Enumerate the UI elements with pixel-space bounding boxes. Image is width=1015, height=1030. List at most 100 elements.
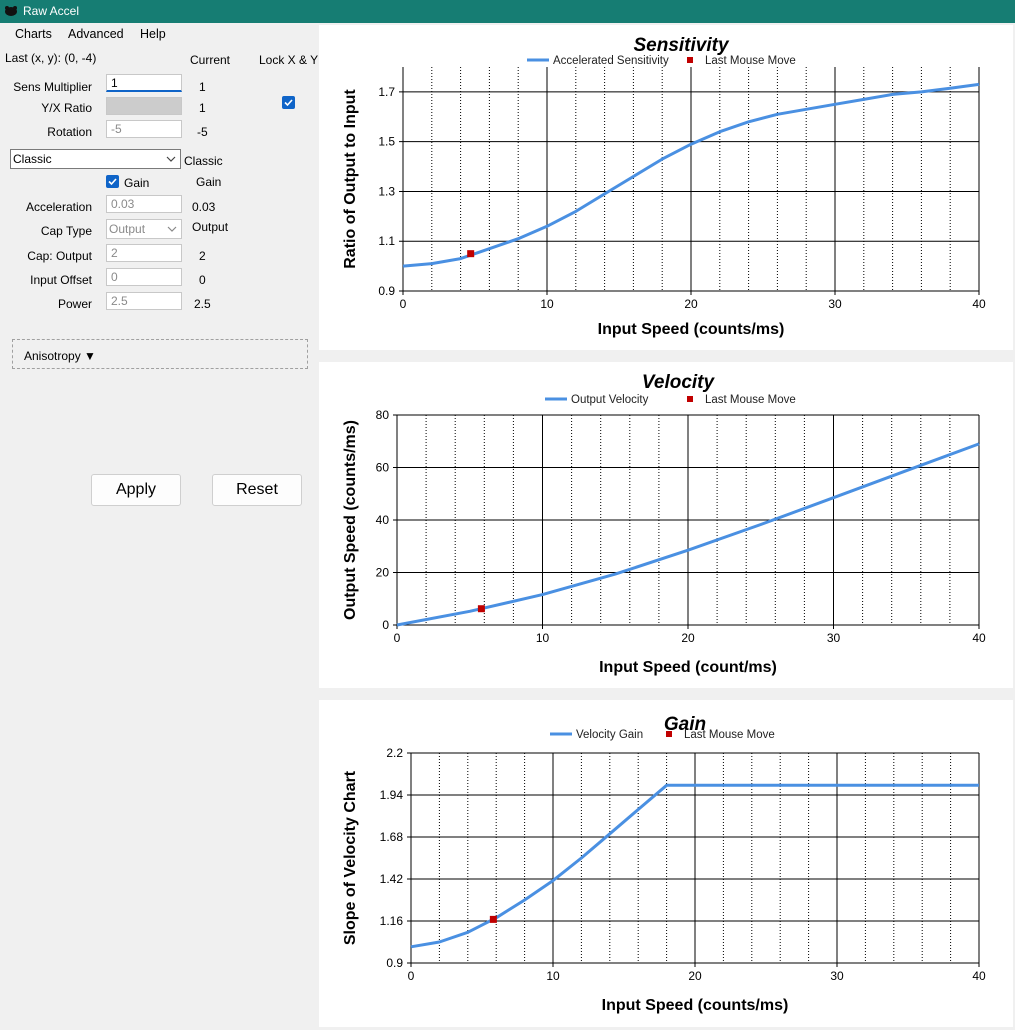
accel-type-current: Classic (184, 154, 223, 168)
chevron-down-icon (166, 156, 176, 162)
acceleration-input[interactable] (106, 195, 182, 213)
anisotropy-toggle[interactable]: Anisotropy ▼ (12, 339, 308, 369)
y-tick-label: 60 (376, 461, 390, 475)
y-tick-label: 0.9 (386, 956, 403, 970)
series-line (410, 783, 979, 949)
acceleration-label: Acceleration (25, 200, 92, 214)
yx-ratio-current: 1 (199, 101, 206, 115)
y-tick-label: 2.2 (386, 746, 403, 760)
x-tick-label: 10 (536, 631, 550, 645)
menu-charts[interactable]: Charts (15, 27, 52, 41)
lock-xy-checkbox[interactable] (282, 96, 295, 109)
x-tick-label: 30 (828, 297, 842, 311)
y-tick-label: 1.68 (380, 830, 404, 844)
sensitivity-chart: Sensitivity Accelerated Sensitivity Last M… (319, 25, 1013, 350)
lock-xy-label: Lock X & Y (259, 53, 319, 67)
y-tick-label: 1.42 (380, 872, 404, 886)
current-column-header: Current (190, 53, 231, 67)
y-tick-label: 80 (376, 408, 390, 422)
y-tick-label: 1.3 (378, 184, 395, 198)
last-mouse-move-point (489, 915, 497, 923)
x-tick-label: 10 (546, 969, 560, 983)
menu-advanced[interactable]: Advanced (68, 27, 124, 41)
input-offset-input[interactable] (106, 268, 182, 286)
x-tick-label: 20 (681, 631, 695, 645)
chart-title: Sensitivity (633, 35, 729, 56)
y-tick-label: 0.9 (378, 284, 395, 298)
velocity-chart: Velocity Output Velocity Last Mouse Move 0 1… (319, 362, 1013, 688)
gain-chart: Gain Velocity Gain Last Mouse Move 0 10 20 30 4… (319, 700, 1013, 1027)
checkmark-icon (108, 178, 117, 186)
x-tick-label: 30 (830, 969, 844, 983)
y-tick-label: 40 (376, 513, 390, 527)
x-tick-label: 40 (972, 631, 986, 645)
legend-marker-label: Last Mouse Move (705, 55, 796, 67)
rotation-label: Rotation (47, 125, 92, 139)
last-mouse-move-point (467, 250, 475, 258)
y-tick-label: 1.5 (378, 135, 395, 149)
menu-help[interactable]: Help (140, 27, 166, 41)
y-axis-label: Ratio of Output to Input (342, 89, 359, 269)
gain-label: Gain (124, 176, 150, 190)
gain-current: Gain (196, 175, 222, 189)
checkmark-icon (284, 99, 293, 107)
yx-ratio-label: Y/X Ratio (41, 101, 92, 115)
power-current: 2.5 (194, 297, 211, 311)
legend-marker-label: Last Mouse Move (684, 729, 775, 741)
y-axis-label: Output Speed (counts/ms) (342, 420, 359, 620)
y-tick-label: 1.7 (378, 85, 395, 99)
legend-marker-label: Last Mouse Move (705, 394, 796, 406)
cap-output-input[interactable] (106, 244, 182, 262)
cap-type-dropdown[interactable]: Output (106, 219, 182, 239)
x-tick-label: 40 (972, 297, 986, 311)
last-xy-readout: Last (x, y): (0, -4) (5, 51, 97, 65)
x-tick-label: 20 (684, 297, 698, 311)
title-bar: Raw Accel (0, 0, 1015, 23)
menu-bar: Charts Advanced Help (0, 23, 318, 45)
input-offset-label: Input Offset (30, 273, 92, 287)
y-tick-label: 1.16 (380, 914, 404, 928)
x-axis-label: Input Speed (count/ms) (599, 659, 777, 676)
chart-title: Gain (664, 714, 706, 735)
y-tick-label: 20 (376, 566, 390, 580)
anisotropy-label: Anisotropy ▼ (24, 349, 96, 363)
x-tick-label: 0 (400, 297, 407, 311)
x-tick-label: 10 (540, 297, 554, 311)
power-input[interactable] (106, 292, 182, 310)
cap-type-value: Output (109, 222, 146, 236)
rotation-input[interactable] (106, 120, 182, 138)
gain-chart-svg: Gain Velocity Gain Last Mouse Move 0 10 20 30 4… (342, 714, 986, 1014)
legend-series-label: Accelerated Sensitivity (553, 55, 669, 67)
x-tick-label: 40 (972, 969, 986, 983)
sens-multiplier-input[interactable] (106, 74, 182, 92)
series-line (402, 82, 980, 268)
legend-marker-swatch (666, 731, 672, 737)
reset-button[interactable]: Reset (212, 474, 302, 506)
input-offset-current: 0 (199, 273, 206, 287)
acceleration-current: 0.03 (192, 200, 216, 214)
sens-multiplier-label: Sens Multiplier (13, 80, 92, 94)
x-axis-label: Input Speed (counts/ms) (598, 321, 785, 338)
accel-type-dropdown[interactable]: Classic (10, 149, 181, 169)
chevron-down-icon (167, 226, 177, 232)
apply-button[interactable]: Apply (91, 474, 181, 506)
y-tick-label: 0 (382, 618, 389, 632)
cap-output-label: Cap: Output (27, 249, 92, 263)
x-axis-label: Input Speed (counts/ms) (602, 997, 789, 1014)
y-tick-label: 1.1 (378, 234, 395, 248)
yx-ratio-input[interactable] (106, 97, 182, 115)
accel-type-value: Classic (13, 152, 52, 166)
legend-marker-swatch (687, 396, 693, 402)
gain-checkbox[interactable] (106, 175, 119, 188)
x-tick-label: 0 (394, 631, 401, 645)
window-title: Raw Accel (23, 4, 80, 18)
chart-title: Velocity (642, 372, 716, 393)
y-tick-label: 1.94 (380, 788, 404, 802)
legend-series-label: Velocity Gain (576, 729, 643, 741)
cap-type-label: Cap Type (40, 224, 92, 238)
legend-marker-swatch (687, 57, 693, 63)
series-line (396, 442, 980, 627)
last-mouse-move-point (477, 605, 485, 613)
